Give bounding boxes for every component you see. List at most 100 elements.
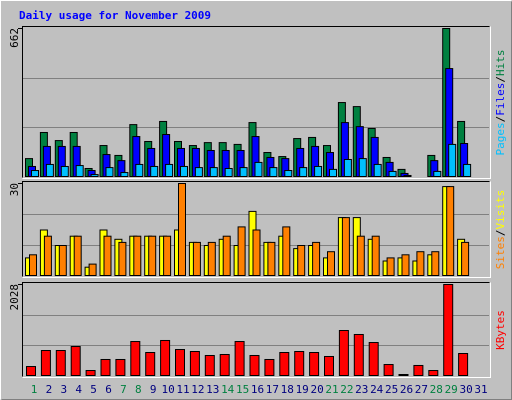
legend: KBytes bbox=[494, 310, 507, 350]
bar bbox=[60, 165, 69, 177]
bar bbox=[75, 165, 84, 178]
x-tick-label: 22 bbox=[340, 383, 353, 396]
frame-light bbox=[22, 181, 491, 278]
legend: Pages/Files/Hits bbox=[494, 50, 507, 156]
x-tick-label: 29 bbox=[445, 383, 458, 396]
bar bbox=[461, 241, 470, 276]
bar bbox=[299, 167, 308, 178]
bar bbox=[314, 165, 323, 177]
bar bbox=[356, 235, 365, 276]
x-tick-label: 21 bbox=[325, 383, 338, 396]
x-tick-label: 3 bbox=[60, 383, 67, 396]
bar bbox=[130, 341, 141, 377]
bar bbox=[254, 161, 263, 177]
bar bbox=[178, 183, 186, 276]
bar bbox=[327, 251, 335, 276]
bar bbox=[133, 235, 142, 276]
bar bbox=[120, 172, 129, 178]
bar bbox=[368, 342, 379, 376]
bar bbox=[189, 351, 200, 376]
bar bbox=[343, 158, 352, 177]
bar bbox=[448, 143, 457, 177]
x-tick-label: 12 bbox=[191, 383, 204, 396]
x-tick-label: 19 bbox=[296, 383, 309, 396]
bar bbox=[222, 235, 231, 276]
bar bbox=[85, 370, 96, 377]
bar bbox=[383, 364, 394, 377]
frame-light bbox=[22, 26, 491, 179]
bar bbox=[58, 245, 67, 276]
bar bbox=[88, 263, 97, 277]
bar bbox=[40, 350, 51, 377]
bar bbox=[297, 245, 306, 276]
x-tick-label: 6 bbox=[105, 383, 112, 396]
bar bbox=[446, 186, 455, 277]
bar bbox=[165, 163, 174, 177]
bar bbox=[115, 358, 126, 376]
bar bbox=[338, 330, 349, 376]
bar bbox=[279, 352, 290, 377]
legend-separator: / bbox=[494, 230, 507, 237]
x-tick-label: 11 bbox=[176, 383, 189, 396]
x-tick-label: 28 bbox=[430, 383, 443, 396]
x-tick-label: 24 bbox=[370, 383, 384, 396]
x-tick-label: 25 bbox=[385, 383, 398, 396]
bar bbox=[388, 170, 397, 177]
bar bbox=[105, 167, 114, 178]
bar bbox=[160, 339, 171, 377]
x-tick-label: 16 bbox=[251, 383, 264, 396]
bar bbox=[413, 364, 424, 376]
bar bbox=[269, 167, 278, 178]
bar bbox=[428, 370, 439, 377]
y-tick-label: 2028 bbox=[8, 284, 21, 311]
legend: Sites/Visits bbox=[494, 190, 507, 270]
x-tick-label: 7 bbox=[120, 383, 127, 396]
bar bbox=[443, 284, 454, 376]
bar bbox=[145, 352, 156, 377]
bar bbox=[341, 217, 350, 277]
bar bbox=[239, 167, 248, 178]
bar bbox=[100, 358, 111, 376]
bar bbox=[267, 241, 276, 276]
bar bbox=[26, 366, 36, 376]
bar bbox=[103, 235, 112, 276]
bar bbox=[282, 226, 291, 276]
bar bbox=[204, 354, 215, 377]
x-tick-label: 10 bbox=[161, 383, 174, 396]
legend-entry: Files bbox=[494, 83, 507, 116]
x-tick-label: 2 bbox=[46, 383, 53, 396]
x-tick-label: 18 bbox=[281, 383, 294, 396]
bar bbox=[73, 235, 82, 276]
bar bbox=[284, 170, 293, 178]
legend-separator: / bbox=[494, 116, 507, 123]
bar bbox=[416, 251, 425, 276]
bar bbox=[373, 163, 382, 177]
bar bbox=[45, 163, 54, 177]
x-tick-label: 14 bbox=[221, 383, 235, 396]
bar bbox=[398, 374, 409, 376]
x-tick-label: 5 bbox=[90, 383, 97, 396]
x-tick-label: 30 bbox=[459, 383, 472, 396]
bar bbox=[219, 353, 230, 376]
x-tick-label: 23 bbox=[355, 383, 368, 396]
legend-entry: Visits bbox=[494, 190, 507, 230]
bar bbox=[135, 163, 144, 177]
bar bbox=[252, 229, 261, 276]
x-tick-label: 26 bbox=[400, 383, 413, 396]
bar bbox=[309, 352, 320, 377]
bar bbox=[249, 354, 260, 377]
bar bbox=[207, 241, 216, 276]
bar bbox=[180, 165, 188, 177]
bar bbox=[433, 170, 442, 177]
x-tick-label: 15 bbox=[236, 383, 249, 396]
chart-title: Daily usage for November 2009 bbox=[19, 9, 211, 22]
bar bbox=[463, 163, 472, 177]
bar bbox=[237, 226, 246, 276]
bar bbox=[31, 170, 39, 178]
bar bbox=[175, 349, 185, 377]
bar bbox=[371, 235, 380, 276]
x-tick-label: 13 bbox=[206, 383, 219, 396]
bar bbox=[90, 174, 99, 178]
bar bbox=[192, 241, 201, 276]
